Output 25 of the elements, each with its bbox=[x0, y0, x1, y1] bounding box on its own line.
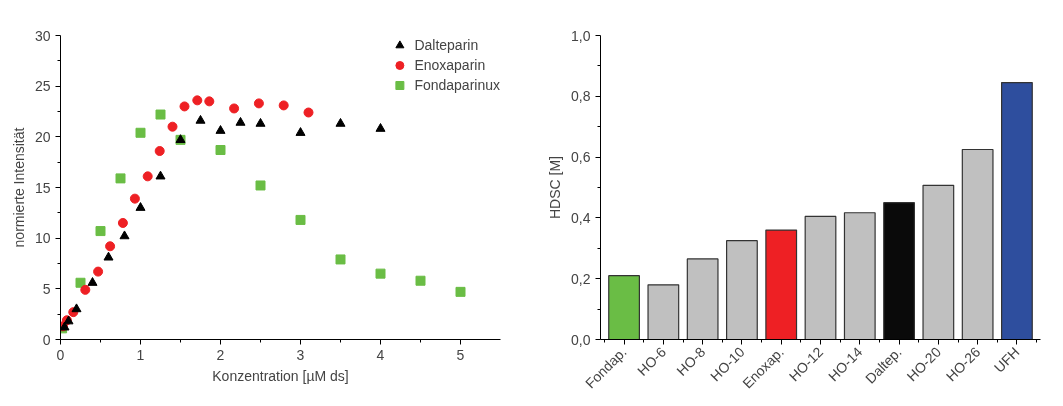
y-tick-label: 20 bbox=[34, 128, 51, 145]
y-tick-label: 25 bbox=[34, 78, 51, 95]
y-tick-label: 10 bbox=[34, 230, 51, 247]
x-axis-title: Konzentration [µM ds] bbox=[212, 367, 349, 384]
x-tick-label: 5 bbox=[456, 346, 465, 363]
x-tick-label: 1 bbox=[136, 346, 145, 363]
y-tick-label: 0,4 bbox=[571, 209, 591, 226]
legend-label: Fondaparinux bbox=[414, 77, 500, 93]
y-tick-label: 5 bbox=[42, 280, 51, 297]
y-tick-label: 15 bbox=[34, 179, 51, 196]
y-tick-label: 0,8 bbox=[571, 88, 591, 105]
x-tick-label: 3 bbox=[296, 346, 305, 363]
y-tick-label: 30 bbox=[34, 27, 51, 44]
x-tick-label: 2 bbox=[216, 346, 225, 363]
y-tick-label: 0,2 bbox=[571, 270, 591, 287]
legend-label: Enoxaparin bbox=[414, 57, 486, 73]
legend-label: Dalteparin bbox=[414, 37, 479, 53]
y-tick-label: 1,0 bbox=[571, 27, 591, 44]
x-tick-label: 0 bbox=[56, 346, 65, 363]
y-tick-label: 0 bbox=[42, 331, 51, 348]
y-axis-title: HDSC [M] bbox=[547, 156, 564, 219]
y-tick-label: 0,6 bbox=[571, 149, 591, 166]
x-tick-label: 4 bbox=[376, 346, 385, 363]
y-tick-label: 0,0 bbox=[571, 331, 591, 348]
y-axis-title: normierte Intensität bbox=[10, 127, 27, 248]
